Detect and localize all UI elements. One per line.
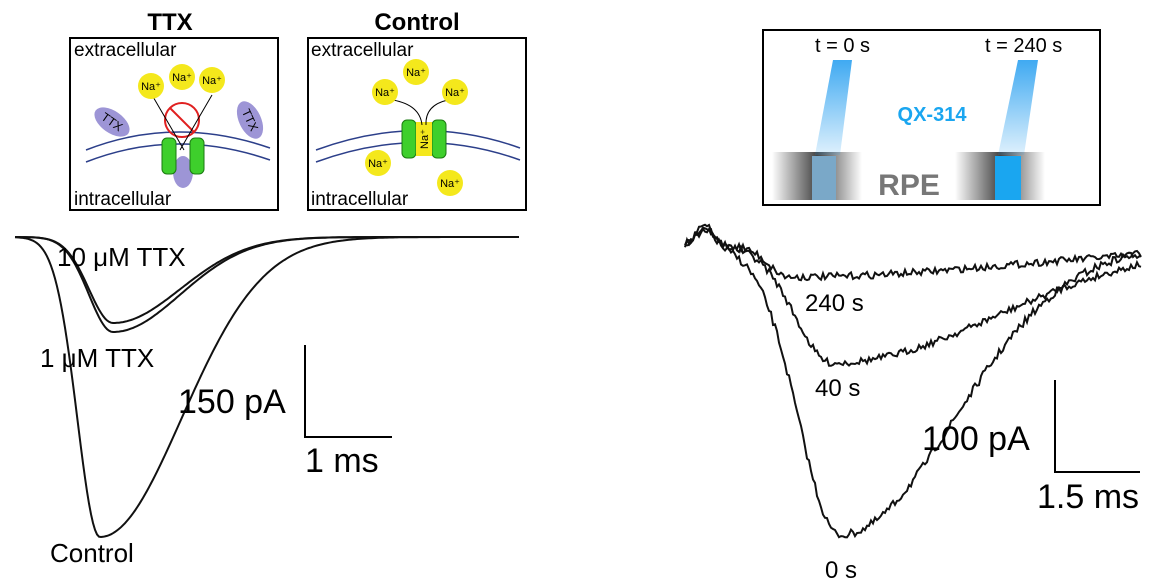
trace-label: Control (50, 538, 134, 568)
ion-label: Na⁺ (445, 87, 465, 99)
scale-label: 1 ms (305, 442, 379, 480)
ion-label: Na⁺ (419, 129, 431, 149)
trace-label: 10 μM TTX (57, 242, 186, 272)
scale-label: 1.5 ms (1037, 478, 1139, 516)
scale-bar (1055, 380, 1140, 472)
drug-label: QX-314 (898, 104, 968, 126)
region-label: intracellular (74, 189, 172, 210)
trace (685, 228, 1141, 366)
cell (995, 156, 1021, 200)
trace-label: 0 s (825, 557, 857, 582)
trace-label: 40 s (815, 375, 860, 402)
ttx-inset: TTX extracellular intracellular TTX TTX … (70, 9, 278, 210)
control-inset: Control extracellular intracellular Na⁺ … (308, 9, 526, 210)
channel (432, 120, 446, 158)
time-label: t = 0 s (815, 35, 870, 57)
tissue-label: RPE (878, 169, 940, 202)
scale-label: 100 pA (922, 420, 1030, 458)
ion-label: Na⁺ (440, 178, 460, 190)
ion-label: Na⁺ (368, 158, 388, 170)
trace (685, 229, 1141, 280)
region-label: extracellular (311, 40, 414, 61)
region-label: extracellular (74, 40, 177, 61)
region-label: intracellular (311, 189, 409, 210)
trace-label: 1 μM TTX (40, 343, 154, 373)
ion-label: Na⁺ (172, 72, 192, 84)
ion-label: Na⁺ (202, 75, 222, 87)
figure: TTX extracellular intracellular TTX TTX … (0, 0, 1163, 582)
scale-label: 150 pA (178, 383, 286, 421)
ion-label: Na⁺ (406, 67, 426, 79)
qx-inset: t = 0 s t = 240 s QX-314 RPE (763, 30, 1100, 205)
inset-title: TTX (147, 9, 192, 36)
channel (162, 138, 176, 174)
scale-bar (305, 345, 392, 437)
channel (190, 138, 204, 174)
ion-label: Na⁺ (141, 81, 161, 93)
channel (402, 120, 416, 158)
inset-title: Control (374, 9, 459, 36)
time-label: t = 240 s (985, 35, 1062, 57)
ion-label: Na⁺ (375, 87, 395, 99)
trace-label: 240 s (805, 290, 864, 317)
cell (812, 156, 836, 200)
